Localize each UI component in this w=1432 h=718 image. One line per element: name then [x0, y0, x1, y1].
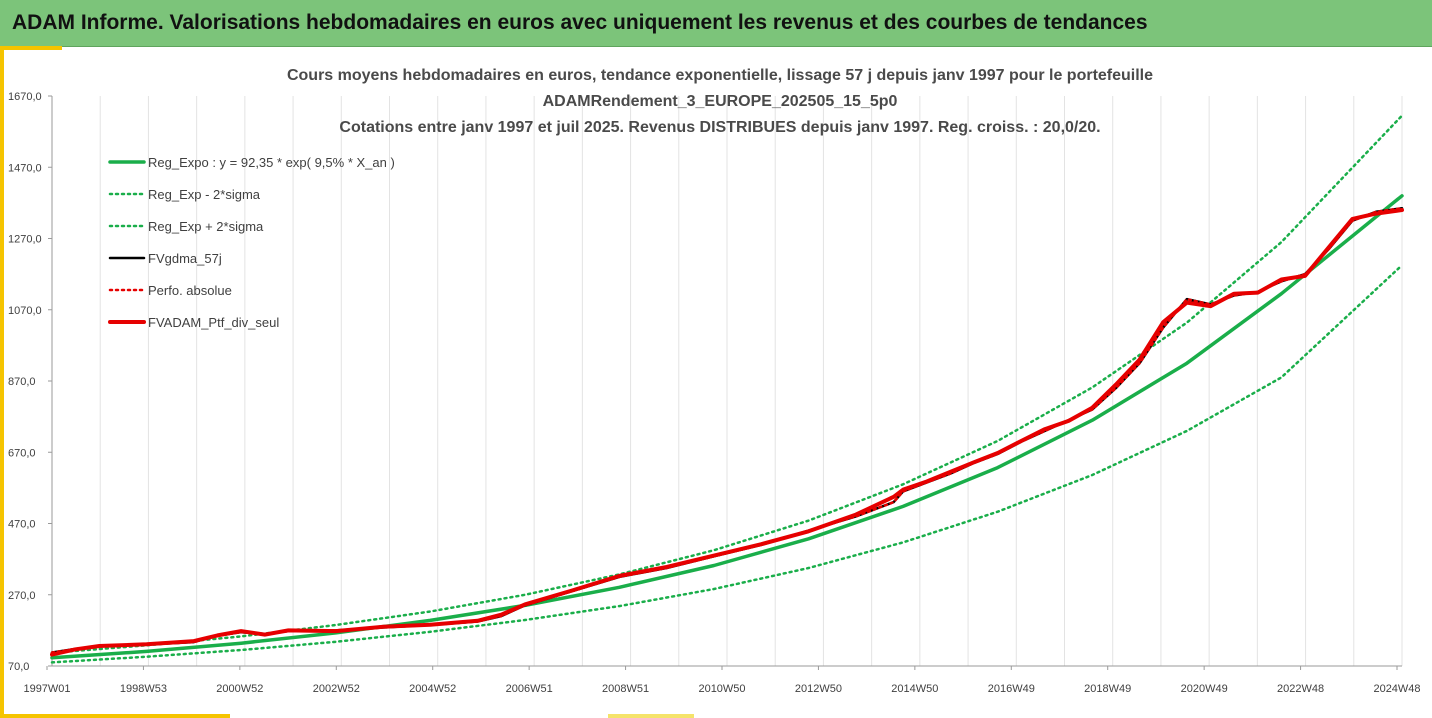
- x-tick-label: 2008W51: [602, 683, 649, 695]
- y-tick-label: 1470,0: [8, 162, 42, 174]
- y-tick-label: 470,0: [8, 519, 36, 531]
- y-tick-label: 1270,0: [8, 234, 42, 246]
- x-tick-label: 2014W50: [891, 683, 938, 695]
- legend-label: FVgdma_57j: [148, 251, 222, 266]
- series-layer: [50, 114, 1404, 664]
- x-tick-label: 2002W52: [313, 683, 360, 695]
- y-tick-label: 270,0: [8, 590, 36, 602]
- legend: Reg_Expo : y = 92,35 * exp( 9,5% * X_an …: [108, 155, 395, 330]
- x-tick-label: 2022W48: [1277, 683, 1324, 695]
- y-tick-label: 1670,0: [8, 91, 42, 103]
- accent-bar-bottom: [0, 714, 230, 718]
- x-tick-label: 2016W49: [988, 683, 1035, 695]
- y-tick-label: 870,0: [8, 376, 36, 388]
- chart-title: Cours moyens hebdomadaires en euros, ten…: [287, 67, 1153, 136]
- accent-bar-top: [0, 46, 62, 50]
- legend-label: FVADAM_Ptf_div_seul: [148, 315, 279, 330]
- series-line-1: [50, 263, 1404, 664]
- x-tick-label: 2012W50: [795, 683, 842, 695]
- series-line-0: [50, 194, 1404, 660]
- accent-bar-left: [0, 46, 4, 718]
- x-tick-label: 2006W51: [506, 683, 553, 695]
- report-banner: ADAM Informe. Valorisations hebdomadaire…: [0, 0, 1432, 47]
- accent-bar-bottom-2: [608, 714, 694, 718]
- y-tick-label: 1070,0: [8, 305, 42, 317]
- y-tick-label: 70,0: [8, 661, 29, 673]
- x-tick-label: 2004W52: [409, 683, 456, 695]
- legend-label: Reg_Expo : y = 92,35 * exp( 9,5% * X_an …: [148, 155, 395, 170]
- legend-label: Reg_Exp + 2*sigma: [148, 219, 264, 234]
- chart-title-line: Cours moyens hebdomadaires en euros, ten…: [287, 67, 1153, 84]
- x-tick-label: 2018W49: [1084, 683, 1131, 695]
- x-tick-label: 1997W01: [23, 683, 70, 695]
- chart-title-line: ADAMRendement_3_EUROPE_202505_15_5p0: [543, 93, 898, 110]
- chart-title-line: Cotations entre janv 1997 et juil 2025. …: [339, 119, 1100, 136]
- x-tick-label: 1998W53: [120, 683, 167, 695]
- series-line-5: [50, 208, 1404, 657]
- legend-label: Perfo. absolue: [148, 283, 232, 298]
- report-title: ADAM Informe. Valorisations hebdomadaire…: [12, 11, 1148, 34]
- x-tick-label: 2020W49: [1181, 683, 1228, 695]
- grid: [51, 96, 1403, 666]
- legend-label: Reg_Exp - 2*sigma: [148, 187, 261, 202]
- axes: 70,0 270,0 470,0 670,0 870,0 1070,0 1270,0 1470…: [8, 91, 1421, 695]
- y-tick-label: 670,0: [8, 447, 36, 459]
- x-tick-label: 2000W52: [216, 683, 263, 695]
- x-tick-label: 2010W50: [698, 683, 745, 695]
- x-tick-label: 2024W48: [1373, 683, 1420, 695]
